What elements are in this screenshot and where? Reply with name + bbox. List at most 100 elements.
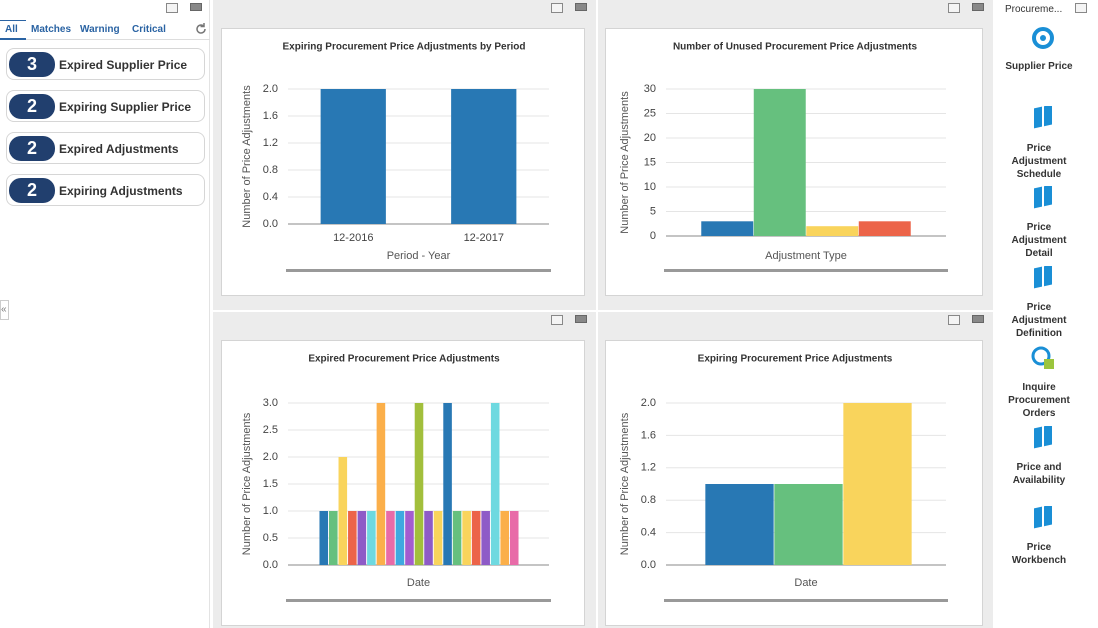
tab[interactable]: All [0,20,26,40]
bar [424,511,433,565]
maximize-icon[interactable] [166,3,178,13]
y-tick-label: 0.0 [263,218,278,230]
menu-icon[interactable] [575,3,587,11]
bar [452,511,462,565]
bar [490,403,500,565]
nav-link[interactable]: Price Adjustment Schedule [1011,143,1067,180]
alert-label: Expiring Supplier Price [59,100,192,114]
bar [462,511,471,565]
tab-bar: All Matches Warning Critical [0,20,210,40]
bar [357,511,367,565]
chart-title: Number of Unused Procurement Price Adjus… [673,42,918,53]
menu-icon[interactable] [972,3,984,11]
link-icon[interactable] [1031,346,1057,370]
bar [509,511,519,565]
menu-icon[interactable] [972,315,984,323]
y-tick-label: 0 [650,230,656,242]
y-tick-label: 5 [650,205,656,217]
chart-title: Expiring Procurement Price Adjustments [698,354,893,365]
y-tick-label: 0.8 [641,494,656,506]
tab[interactable]: Critical [132,24,166,35]
side-title: Procureme... [1005,4,1063,15]
y-axis-title: Number of Price Adjustments [619,412,631,555]
bar [414,403,424,565]
scroll-bar [286,599,551,602]
nav-link[interactable]: Price and Availability [1012,462,1066,486]
link-icon[interactable] [1031,266,1057,290]
bar [753,89,806,236]
link-icon[interactable] [1031,506,1057,530]
bar [329,511,338,565]
alert-item[interactable]: 2 Expiring Adjustments [6,174,205,206]
maximize-icon[interactable] [948,3,960,13]
y-tick-label: 1.5 [263,478,278,490]
x-axis-title: Adjustment Type [765,250,847,262]
y-tick-label: 2.0 [641,397,656,409]
nav-link[interactable]: Inquire Procurement Orders [1008,382,1070,419]
maximize-icon[interactable] [551,315,563,325]
bar [348,511,357,565]
alert-item[interactable]: 2 Expired Adjustments [6,132,205,164]
y-tick-label: 0.0 [263,559,278,571]
scroll-bar [664,269,948,272]
side-panel: Procureme... Supplier Price Price Adjustm… [995,0,1098,628]
y-tick-label: 1.6 [641,429,656,441]
tab[interactable]: Warning [80,24,120,35]
y-tick-label: 0.4 [641,527,656,539]
nav-link[interactable]: Price Adjustment Detail [1011,222,1067,259]
alert-count: 2 [9,136,55,161]
alert-count: 2 [9,178,55,203]
bar [443,403,452,565]
menu-icon[interactable] [190,3,202,11]
chart: Number of Unused Procurement Price Adjus… [619,42,948,272]
bar [843,403,912,565]
alert-item[interactable]: 3 Expired Supplier Price [6,48,205,80]
x-axis-title: Date [407,577,430,589]
link-icon[interactable] [1031,26,1057,50]
link-icon[interactable] [1031,426,1057,450]
alert-label: Expired Adjustments [59,142,179,156]
chart-card: Expiring Procurement Price Adjustments b… [221,28,585,296]
y-tick-label: 1.6 [263,110,278,122]
bar [481,511,490,565]
nav-link[interactable]: Supplier Price [1005,61,1073,72]
chart: Expiring Procurement Price Adjustments b… [241,42,551,272]
chart-card: Number of Unused Procurement Price Adjus… [605,28,983,296]
bar [319,511,329,565]
chart: Expiring Procurement Price Adjustments Nu… [619,354,948,602]
scroll-bar [664,599,948,602]
link-icon[interactable] [1031,186,1057,210]
bar [471,511,481,565]
chart-title: Expired Procurement Price Adjustments [308,354,500,365]
refresh-icon[interactable] [194,22,208,36]
y-tick-label: 2.0 [263,451,278,463]
y-tick-label: 2.5 [263,424,278,436]
y-axis-title: Number of Price Adjustments [241,85,253,228]
y-tick-label: 1.2 [263,137,278,149]
bar [386,511,395,565]
x-axis-title: Date [794,577,817,589]
alert-count: 2 [9,94,55,119]
y-tick-label: 0.4 [263,191,278,203]
alerts-panel: All Matches Warning Critical 3 Expired Su… [0,0,210,628]
y-tick-label: 0.5 [263,532,278,544]
bar [705,484,774,565]
chart-card: Expiring Procurement Price Adjustments Nu… [605,340,983,626]
link-icon[interactable] [1031,106,1057,130]
maximize-icon[interactable] [551,3,563,13]
nav-link[interactable]: Price Adjustment Definition [1011,302,1067,339]
y-tick-label: 0.8 [263,164,278,176]
y-tick-label: 25 [644,107,656,119]
maximize-icon[interactable] [1075,3,1087,13]
y-tick-label: 1.0 [263,505,278,517]
y-tick-label: 3.0 [263,397,278,409]
x-tick-label: 12-2016 [333,232,373,244]
chart-title: Expiring Procurement Price Adjustments b… [282,42,525,53]
tab[interactable]: Matches [31,24,72,35]
collapse-button[interactable]: « [0,300,9,320]
y-tick-label: 30 [644,83,656,95]
nav-link[interactable]: Price Workbench [1011,542,1067,566]
menu-icon[interactable] [575,315,587,323]
maximize-icon[interactable] [948,315,960,325]
alert-item[interactable]: 2 Expiring Supplier Price [6,90,205,122]
